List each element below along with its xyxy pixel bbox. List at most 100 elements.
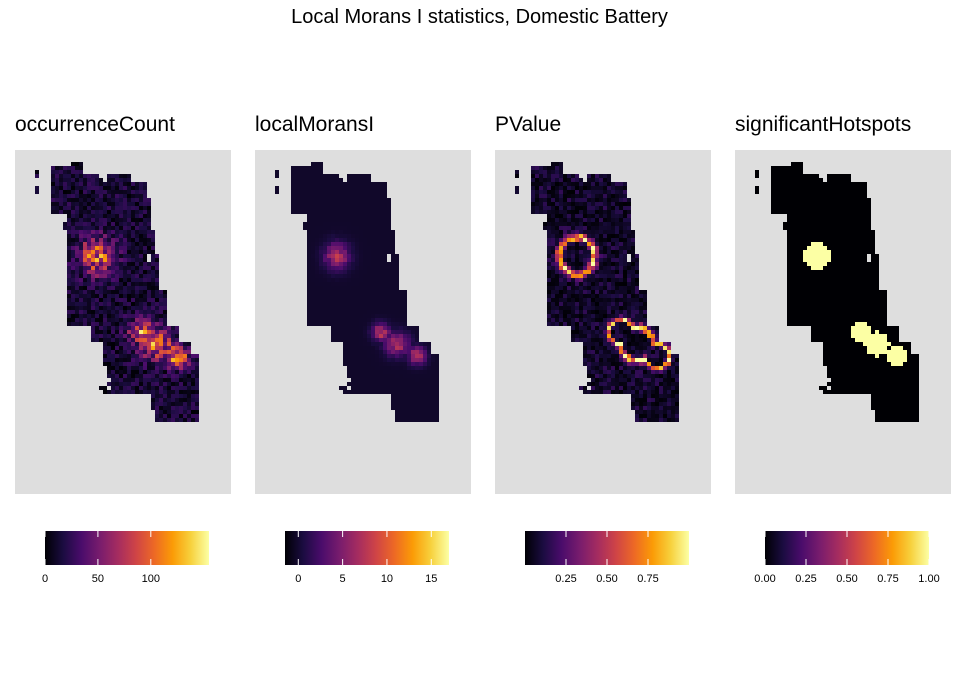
heatmap-cell [127,326,131,330]
heatmap-cell [375,194,379,198]
heatmap-cell [71,282,75,286]
heatmap-cell [547,290,551,294]
heatmap-cell [371,238,375,242]
heatmap-cell [815,258,819,262]
heatmap-cell [423,370,427,374]
heatmap-cell [123,310,127,314]
heatmap-cell [123,326,127,330]
heatmap-cell [347,350,351,354]
heatmap-cell [399,410,403,414]
heatmap-cell [607,322,611,326]
heatmap-cell [115,230,119,234]
heatmap-cell [587,282,591,286]
heatmap-cell [379,186,383,190]
heatmap-cell [347,354,351,358]
heatmap-cell [51,178,55,182]
heatmap-cell [331,230,335,234]
heatmap-cell [843,190,847,194]
heatmap-cell [147,346,151,350]
heatmap-cell [435,354,439,358]
heatmap-cell [607,306,611,310]
heatmap-cell [115,254,119,258]
heatmap-cell [587,306,591,310]
heatmap-cell [347,174,351,178]
heatmap-cell [859,302,863,306]
heatmap-cell [55,166,59,170]
heatmap-cell [179,362,183,366]
heatmap-cell [619,378,623,382]
heatmap-cell [799,306,803,310]
heatmap-cell [811,234,815,238]
heatmap-cell [595,202,599,206]
heatmap-cell [407,354,411,358]
heatmap-cell [867,298,871,302]
heatmap-cell [387,210,391,214]
heatmap-cell [159,298,163,302]
heatmap-cell [771,210,775,214]
heatmap-cell [611,210,615,214]
heatmap-cell [315,266,319,270]
heatmap-cell [319,246,323,250]
heatmap-cell [167,326,171,330]
heatmap-cell [311,190,315,194]
heatmap-cell [587,390,591,394]
heatmap-cell [839,234,843,238]
heatmap-cell [799,262,803,266]
heatmap-cell [591,198,595,202]
heatmap-cell [811,262,815,266]
heatmap-cell [815,206,819,210]
heatmap-cell [803,250,807,254]
heatmap-cell [363,222,367,226]
heatmap-cell [799,170,803,174]
heatmap-cell [119,230,123,234]
heatmap-cell [611,334,615,338]
heatmap-cell [159,358,163,362]
heatmap-cell [367,274,371,278]
heatmap-cell [595,274,599,278]
heatmap-cell [643,358,647,362]
heatmap-cell [559,318,563,322]
heatmap-cell [311,178,315,182]
heatmap-cell [319,290,323,294]
heatmap-cell [91,254,95,258]
heatmap-cell [83,254,87,258]
heatmap-cell [67,234,71,238]
heatmap-cell [839,286,843,290]
heatmap-cell [67,278,71,282]
heatmap-cell [99,270,103,274]
heatmap-cell [375,242,379,246]
heatmap-cell [579,234,583,238]
heatmap-cell [419,418,423,422]
heatmap-cell [127,230,131,234]
heatmap-cell [811,278,815,282]
heatmap-cell [359,270,363,274]
heatmap-cell [579,182,583,186]
heatmap-panel-significantHotspots: significantHotspots 0.00 0.25 0.50 0.75 1.00 [735,113,951,593]
heatmap-cell [179,354,183,358]
heatmap-cell [639,350,643,354]
heatmap-cell [619,294,623,298]
heatmap-cell [423,406,427,410]
heatmap-cell [387,246,391,250]
heatmap-cell [363,182,367,186]
heatmap-cell [571,194,575,198]
heatmap-cell [583,286,587,290]
heatmap-cell [331,290,335,294]
heatmap-cell [799,190,803,194]
heatmap-cell [195,354,199,358]
heatmap-cell [351,282,355,286]
heatmap-cell [179,394,183,398]
heatmap-cell [367,330,371,334]
heatmap-cell [599,238,603,242]
heatmap-cell [367,230,371,234]
heatmap-cell [123,306,127,310]
heatmap-cell [555,230,559,234]
heatmap-cell [155,326,159,330]
heatmap-cell [387,382,391,386]
heatmap-cell [107,350,111,354]
heatmap-cell [395,402,399,406]
heatmap-cell [667,362,671,366]
heatmap-cell [107,210,111,214]
heatmap-cell [147,214,151,218]
heatmap-cell [119,274,123,278]
